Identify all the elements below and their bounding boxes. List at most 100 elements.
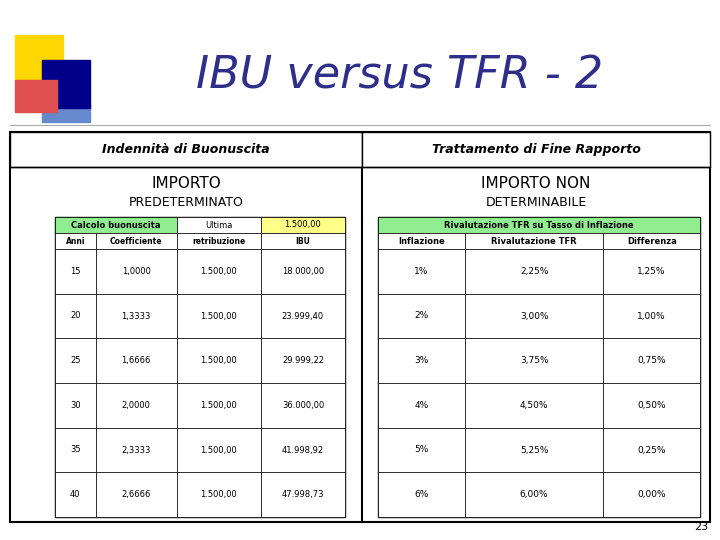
Bar (603, 294, 700, 339)
Text: 6,00%: 6,00% (520, 490, 549, 499)
Bar (378, 233, 465, 249)
Bar (177, 217, 261, 233)
Text: Anni: Anni (66, 237, 85, 246)
Bar (42, 60, 90, 108)
Bar (465, 249, 603, 294)
Bar (261, 249, 345, 294)
Text: 1,0000: 1,0000 (122, 267, 150, 276)
Text: 6%: 6% (414, 490, 428, 499)
Text: retribuzione: retribuzione (192, 237, 246, 246)
Text: 4,50%: 4,50% (520, 401, 549, 410)
Text: 0,75%: 0,75% (637, 356, 666, 365)
Bar (10, 132, 362, 167)
Bar (465, 383, 603, 428)
Text: 30: 30 (70, 401, 81, 410)
Bar (465, 428, 603, 472)
Bar (362, 132, 710, 167)
Text: IBU versus TFR - 2: IBU versus TFR - 2 (197, 55, 603, 98)
Bar (603, 383, 700, 428)
Bar (96, 428, 177, 472)
Bar (177, 383, 261, 428)
Bar (378, 428, 465, 472)
Bar (177, 233, 261, 249)
Text: 25: 25 (70, 356, 81, 365)
Text: 35: 35 (70, 446, 81, 455)
Bar (378, 472, 465, 517)
Text: 3,75%: 3,75% (520, 356, 549, 365)
Text: 18.000,00: 18.000,00 (282, 267, 324, 276)
Text: 47.998,73: 47.998,73 (282, 490, 324, 499)
Text: 1,25%: 1,25% (637, 267, 666, 276)
Text: 0,00%: 0,00% (637, 490, 666, 499)
Bar (55, 383, 96, 428)
Bar (378, 294, 465, 339)
Text: 1.500,00: 1.500,00 (200, 267, 237, 276)
Text: Calcolo buonuscita: Calcolo buonuscita (71, 220, 161, 230)
Text: Rivalutazione TFR: Rivalutazione TFR (491, 237, 577, 246)
Text: 3%: 3% (414, 356, 428, 365)
Text: 41.998,92: 41.998,92 (282, 446, 324, 455)
Text: 2,25%: 2,25% (520, 267, 549, 276)
Bar (378, 383, 465, 428)
Bar (96, 383, 177, 428)
Bar (465, 339, 603, 383)
Text: Trattamento di Fine Rapporto: Trattamento di Fine Rapporto (431, 143, 640, 156)
Bar (261, 472, 345, 517)
Bar (55, 249, 96, 294)
Text: 2%: 2% (414, 312, 428, 321)
Text: 1.500,00: 1.500,00 (284, 220, 321, 230)
Bar (261, 233, 345, 249)
Bar (261, 383, 345, 428)
Text: PREDETERMINATO: PREDETERMINATO (129, 197, 243, 210)
Bar (55, 428, 96, 472)
Bar (603, 249, 700, 294)
Bar (96, 339, 177, 383)
Text: 2,3333: 2,3333 (122, 446, 151, 455)
Bar (96, 249, 177, 294)
Text: 2,6666: 2,6666 (122, 490, 151, 499)
Text: 20: 20 (70, 312, 81, 321)
Text: 4%: 4% (414, 401, 428, 410)
Text: Inflazione: Inflazione (398, 237, 445, 246)
Text: 1.500,00: 1.500,00 (200, 401, 237, 410)
Text: 0,25%: 0,25% (637, 446, 666, 455)
Bar (465, 472, 603, 517)
Bar (378, 339, 465, 383)
Bar (261, 294, 345, 339)
Bar (603, 472, 700, 517)
Bar (177, 472, 261, 517)
Text: 5,25%: 5,25% (520, 446, 549, 455)
Text: 1.500,00: 1.500,00 (200, 356, 237, 365)
Text: IBU: IBU (295, 237, 310, 246)
Bar (261, 339, 345, 383)
Text: 29.999,22: 29.999,22 (282, 356, 324, 365)
Bar (378, 217, 700, 233)
Bar (15, 35, 63, 80)
Bar (55, 294, 96, 339)
Bar (42, 104, 90, 122)
Text: IMPORTO NON: IMPORTO NON (481, 176, 590, 191)
Text: Ultima: Ultima (205, 220, 233, 230)
Bar (55, 472, 96, 517)
Text: 40: 40 (70, 490, 81, 499)
Bar (465, 233, 603, 249)
Bar (261, 217, 345, 233)
Bar (55, 217, 177, 233)
Text: 1%: 1% (414, 267, 428, 276)
Text: DETERMINABILE: DETERMINABILE (485, 197, 587, 210)
Text: Rivalutazione TFR su Tasso di Inflazione: Rivalutazione TFR su Tasso di Inflazione (444, 220, 634, 230)
Bar (465, 294, 603, 339)
Bar (96, 233, 177, 249)
Text: IMPORTO: IMPORTO (151, 176, 221, 191)
Bar (603, 428, 700, 472)
Bar (261, 428, 345, 472)
Bar (96, 472, 177, 517)
Text: 0,50%: 0,50% (637, 401, 666, 410)
Bar (603, 339, 700, 383)
Bar (96, 294, 177, 339)
Text: 23: 23 (694, 522, 708, 532)
Text: 1.500,00: 1.500,00 (200, 312, 237, 321)
Text: 15: 15 (70, 267, 81, 276)
Bar (55, 217, 345, 517)
Bar (15, 80, 57, 112)
